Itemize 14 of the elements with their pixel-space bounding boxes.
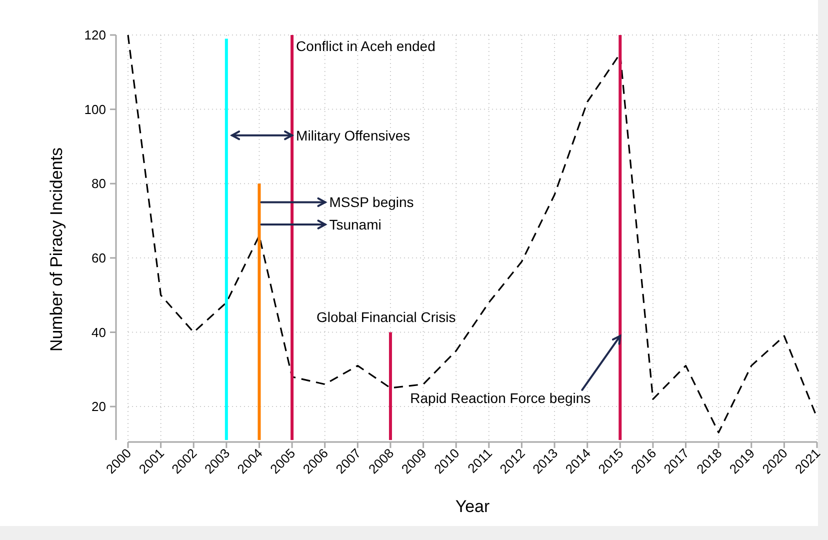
annotation: Global Financial Crisis — [316, 309, 456, 326]
annotation: Tsunami — [329, 216, 382, 232]
y-tick-label: 120 — [84, 28, 106, 43]
y-tick-label: 40 — [92, 324, 106, 340]
annotation: Rapid Reaction Force begins — [410, 390, 591, 406]
x-axis-title: Year — [455, 497, 490, 516]
y-tick-label: 60 — [92, 250, 106, 266]
annotation: Military Offensives — [296, 127, 410, 144]
annotation: Conflict in Aceh ended — [296, 38, 436, 54]
y-tick-label: 100 — [84, 102, 106, 117]
y-tick-label: 20 — [92, 399, 106, 414]
annotation: MSSP begins — [329, 194, 414, 210]
y-axis-title: Number of Piracy Incidents — [47, 147, 66, 352]
y-tick-label: 80 — [92, 176, 106, 192]
